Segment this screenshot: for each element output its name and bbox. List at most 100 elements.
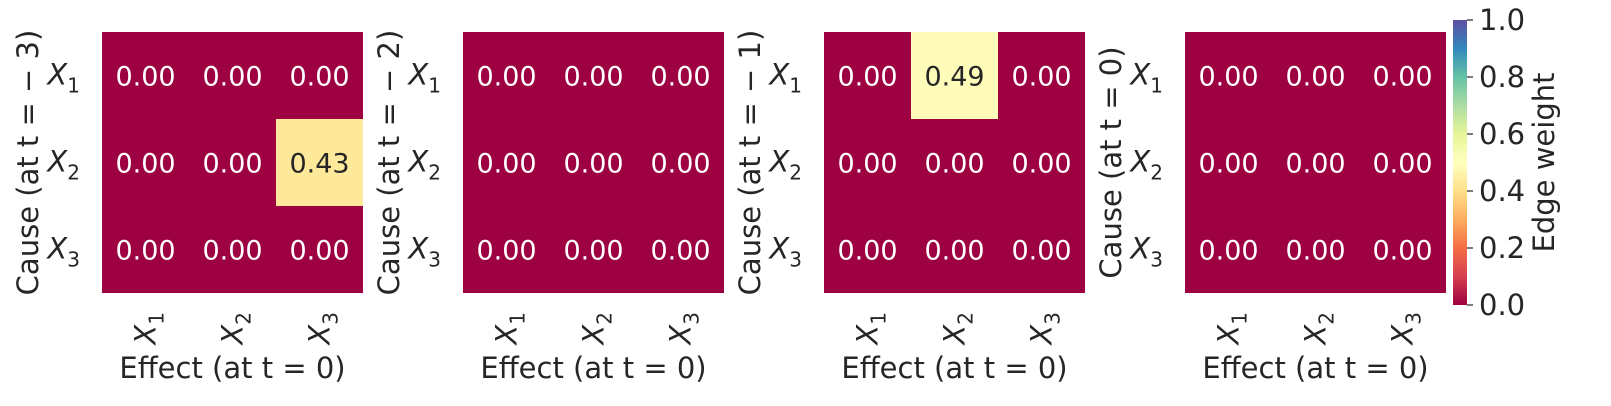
cell-value-label: 0.00	[289, 236, 349, 267]
x-axis-label: Effect (at t = 0)	[1202, 351, 1428, 385]
x-tick-label: X3	[303, 312, 343, 347]
y-axis-label: Cause (at t = − 2)	[372, 30, 406, 296]
x-tick-label: X1	[1212, 312, 1252, 347]
heatmap-cell	[824, 206, 911, 293]
heatmap-panel-1: 0.00 0.00 0.00 0.00 0.00 0.43 0.00 0.00 0.00 X1 X2…	[11, 30, 363, 385]
heatmap-cell	[1359, 119, 1446, 206]
x-tick-label: X3	[1386, 312, 1426, 347]
cell-value-label: 0.00	[202, 62, 262, 93]
cell-value-label: 0.00	[1198, 62, 1258, 93]
cell-value-label: 0.00	[837, 236, 897, 267]
x-tick-label: X2	[577, 312, 617, 347]
cell-value-label: 0.00	[1285, 149, 1345, 180]
heatmap-panel-3: 0.00 0.49 0.00 0.00 0.00 0.00 0.00 0.00 0.00 X1 X2…	[733, 30, 1085, 385]
y-tick-label: X1	[1128, 58, 1163, 98]
y-tick-label: X2	[1128, 145, 1163, 185]
heatmap-cell	[189, 32, 276, 119]
colorbar-tick-label: 0.2	[1479, 231, 1525, 265]
cell-value-label: 0.00	[563, 149, 623, 180]
cell-value-label: 0.00	[1198, 149, 1258, 180]
heatmap-cell	[463, 119, 550, 206]
heatmap-cell	[637, 206, 724, 293]
colorbar-tick-label: 0.0	[1479, 288, 1525, 322]
cell-value-label: 0.00	[1011, 62, 1071, 93]
cell-value-label: 0.00	[650, 62, 710, 93]
heatmap-cell	[1185, 206, 1272, 293]
heatmap-cell	[637, 32, 724, 119]
colorbar: 0.0 0.2 0.4 0.6 0.8 1.0 Edge weight	[1453, 3, 1561, 322]
y-tick-label: X3	[767, 232, 802, 272]
cell-value-label: 0.00	[476, 149, 536, 180]
cell-value-label: 0.00	[650, 236, 710, 267]
heatmap-cell	[1185, 119, 1272, 206]
cell-value-label: 0.00	[1011, 149, 1071, 180]
x-axis-label: Effect (at t = 0)	[119, 351, 345, 385]
x-axis-label: Effect (at t = 0)	[841, 351, 1067, 385]
colorbar-tick-label: 0.6	[1479, 117, 1525, 151]
x-tick-label: X2	[216, 312, 256, 347]
x-tick-label: X3	[1025, 312, 1065, 347]
cell-value-label: 0.00	[476, 62, 536, 93]
heatmap-cell	[102, 206, 189, 293]
cell-value-label: 0.00	[115, 149, 175, 180]
colorbar-tick-label: 0.8	[1479, 60, 1525, 94]
heatmap-cell	[189, 119, 276, 206]
heatmap-cell	[189, 206, 276, 293]
heatmap-cell	[1272, 119, 1359, 206]
y-tick-label: X2	[406, 145, 441, 185]
x-axis-label: Effect (at t = 0)	[480, 351, 706, 385]
cell-value-label: 0.00	[1285, 236, 1345, 267]
y-tick-label: X2	[767, 145, 802, 185]
heatmap-cell	[550, 206, 637, 293]
colorbar-tick-label: 1.0	[1479, 3, 1525, 37]
heatmap-cell	[102, 32, 189, 119]
heatmap-cell	[463, 206, 550, 293]
heatmap-cell	[911, 32, 998, 119]
heatmap-cell	[276, 206, 363, 293]
heatmap-cell	[550, 119, 637, 206]
x-tick-label: X1	[129, 312, 169, 347]
x-tick-label: X2	[938, 312, 978, 347]
cell-value-label: 0.00	[115, 236, 175, 267]
x-tick-label: X3	[664, 312, 704, 347]
cell-value-label: 0.00	[563, 236, 623, 267]
y-tick-label: X1	[45, 58, 80, 98]
cell-value-label: 0.00	[924, 236, 984, 267]
heatmap-cell	[911, 119, 998, 206]
cell-value-label: 0.00	[924, 149, 984, 180]
heatmap-cell	[1359, 206, 1446, 293]
cell-value-label: 0.00	[1372, 149, 1432, 180]
cell-value-label: 0.00	[1372, 236, 1432, 267]
x-tick-label: X2	[1299, 312, 1339, 347]
heatmap-cell	[1272, 206, 1359, 293]
cell-value-label: 0.00	[476, 236, 536, 267]
heatmap-cell	[824, 119, 911, 206]
y-tick-label: X3	[45, 232, 80, 272]
heatmap-cell	[276, 32, 363, 119]
cell-value-label: 0.00	[650, 149, 710, 180]
cell-value-label: 0.00	[202, 236, 262, 267]
y-tick-label: X1	[767, 58, 802, 98]
y-tick-label: X3	[1128, 232, 1163, 272]
cell-value-label: 0.00	[837, 149, 897, 180]
heatmap-cell	[998, 119, 1085, 206]
y-tick-label: X1	[406, 58, 441, 98]
heatmap-cell	[824, 32, 911, 119]
heatmap-cell	[1272, 32, 1359, 119]
heatmap-cell	[1359, 32, 1446, 119]
cell-value-label: 0.00	[202, 149, 262, 180]
colorbar-gradient	[1453, 20, 1467, 305]
y-axis-label: Cause (at t = 0)	[1094, 46, 1128, 278]
x-tick-label: X1	[490, 312, 530, 347]
heatmap-cell	[998, 32, 1085, 119]
y-tick-label: X3	[406, 232, 441, 272]
heatmap-cell	[637, 119, 724, 206]
heatmap-panel-2: 0.00 0.00 0.00 0.00 0.00 0.00 0.00 0.00 0.00 X1 X2…	[372, 30, 724, 385]
cell-value-label: 0.00	[837, 62, 897, 93]
heatmap-panel-4: 0.00 0.00 0.00 0.00 0.00 0.00 0.00 0.00 0.00 X1 X2…	[1094, 32, 1446, 385]
colorbar-tick-label: 0.4	[1479, 174, 1525, 208]
cell-value-label: 0.00	[115, 62, 175, 93]
heatmap-cell	[911, 206, 998, 293]
cell-value-label: 0.00	[1372, 62, 1432, 93]
